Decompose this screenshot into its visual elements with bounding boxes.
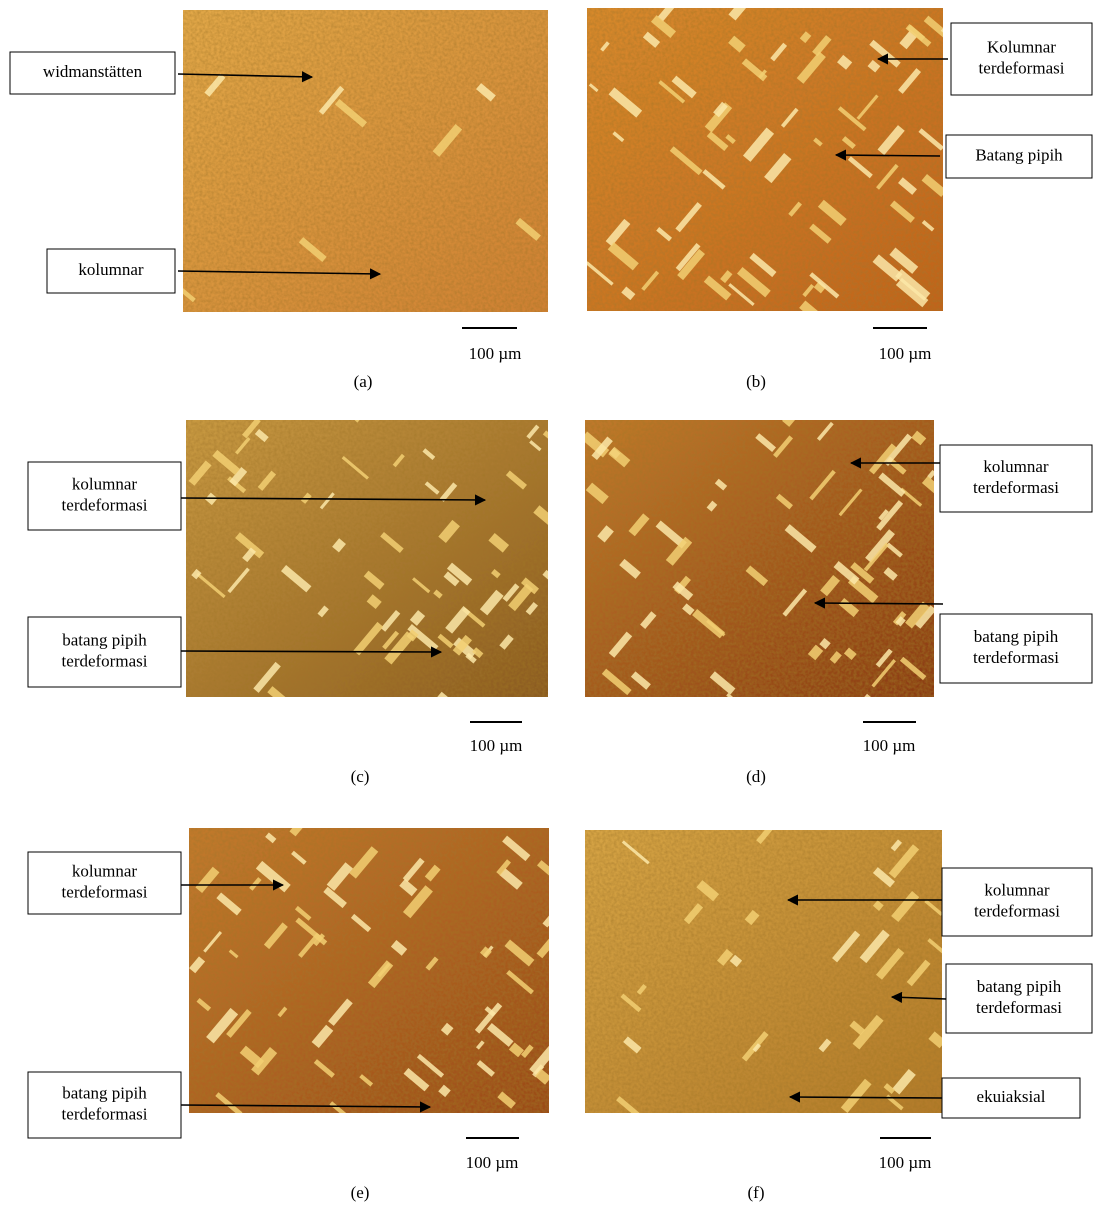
label-text: terdeformasi (62, 1104, 148, 1123)
caption: (c) (351, 767, 370, 786)
arrow (790, 1097, 942, 1098)
micrograph (186, 411, 563, 719)
label-text: widmanstätten (43, 62, 143, 81)
scale-label: 100 µm (879, 1153, 932, 1172)
arrow (836, 155, 940, 156)
micrograph-base (189, 828, 549, 1113)
label-text: batang pipih (974, 627, 1059, 646)
label-text: kolumnar (72, 861, 137, 880)
micrograph-base (183, 10, 548, 312)
figure: widmanstätten kolumnar 100 µm (a) Kolumnar te… (0, 0, 1097, 1207)
label-text: terdeformasi (62, 882, 148, 901)
label-text: Batang pipih (975, 145, 1063, 164)
caption: (b) (746, 372, 766, 391)
label-text: terdeformasi (976, 998, 1062, 1017)
grain-plate (862, 694, 887, 716)
scale-label: 100 µm (466, 1153, 519, 1172)
micrograph (585, 820, 948, 1117)
caption: (e) (351, 1183, 370, 1202)
label-text: kolumnar (983, 457, 1048, 476)
micrograph (585, 0, 957, 328)
label-text: terdeformasi (62, 495, 148, 514)
label-text: terdeformasi (974, 901, 1060, 920)
label-text: batang pipih (62, 1083, 147, 1102)
scale-label: 100 µm (879, 344, 932, 363)
label-text: terdeformasi (973, 648, 1059, 667)
arrow (181, 651, 441, 652)
label-text: terdeformasi (973, 478, 1059, 497)
scale-label: 100 µm (863, 736, 916, 755)
micrograph (581, 405, 940, 716)
label-text: batang pipih (977, 977, 1062, 996)
label-text: ekuiaksial (977, 1087, 1046, 1106)
label-text: Kolumnar (987, 37, 1056, 56)
caption: (a) (354, 372, 373, 391)
label-text: kolumnar (72, 474, 137, 493)
caption: (d) (746, 767, 766, 786)
label-text: batang pipih (62, 630, 147, 649)
label-text: terdeformasi (979, 58, 1065, 77)
arrow (815, 603, 943, 604)
micrograph-base (186, 420, 548, 697)
caption: (f) (748, 1183, 765, 1202)
label-text: kolumnar (984, 880, 1049, 899)
label-text: terdeformasi (62, 651, 148, 670)
scale-label: 100 µm (470, 736, 523, 755)
scale-label: 100 µm (469, 344, 522, 363)
label-text: kolumnar (78, 260, 143, 279)
micrograph (180, 10, 548, 312)
micrograph (189, 807, 562, 1117)
